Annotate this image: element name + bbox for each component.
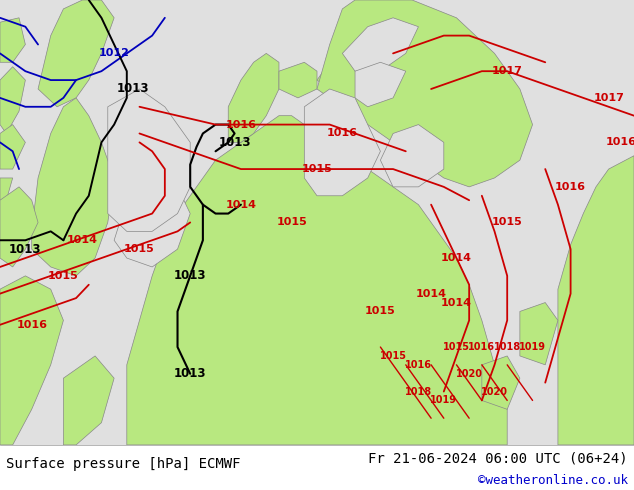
Text: 1014: 1014 [226,199,256,210]
Polygon shape [304,89,380,196]
Text: 1015: 1015 [276,218,307,227]
Text: 1016: 1016 [16,320,47,330]
Text: 1015: 1015 [443,342,470,352]
Polygon shape [317,0,533,187]
Text: 1016: 1016 [469,342,495,352]
Polygon shape [558,156,634,445]
Text: 1013: 1013 [218,136,251,149]
Polygon shape [32,98,114,276]
Text: 1013: 1013 [174,367,207,380]
Text: 1017: 1017 [492,66,522,76]
Polygon shape [0,178,13,200]
Text: 1015: 1015 [492,218,522,227]
Text: Fr 21-06-2024 06:00 UTC (06+24): Fr 21-06-2024 06:00 UTC (06+24) [368,451,628,466]
Text: 1016: 1016 [606,137,634,147]
Text: 1016: 1016 [405,360,432,370]
Text: 1015: 1015 [365,306,396,317]
Polygon shape [0,124,25,169]
Polygon shape [0,187,38,267]
Text: 1020: 1020 [456,369,482,379]
Polygon shape [0,276,63,445]
Polygon shape [342,18,418,71]
Text: 1014: 1014 [441,253,472,263]
Polygon shape [279,62,317,98]
Polygon shape [482,356,520,409]
Polygon shape [520,302,558,365]
Text: 1019: 1019 [519,342,546,352]
Polygon shape [228,53,279,143]
Text: 1017: 1017 [593,93,624,103]
Text: 1016: 1016 [226,120,256,129]
Text: 1014: 1014 [67,235,98,245]
Text: 1013: 1013 [117,82,150,96]
Polygon shape [0,67,25,133]
Polygon shape [355,62,406,107]
Polygon shape [38,0,114,107]
Text: 1015: 1015 [48,271,79,281]
Text: Surface pressure [hPa] ECMWF: Surface pressure [hPa] ECMWF [6,457,241,471]
Text: 1015: 1015 [124,244,155,254]
Text: 1019: 1019 [430,395,457,405]
Polygon shape [114,178,190,267]
Text: 1013: 1013 [9,243,42,256]
Text: 1015: 1015 [380,351,406,361]
Text: 1016: 1016 [327,128,358,139]
Text: 1015: 1015 [302,164,332,174]
Text: 1014: 1014 [441,297,472,308]
Text: 1012: 1012 [99,49,129,58]
Polygon shape [380,124,444,187]
Text: 1018: 1018 [494,342,521,352]
Polygon shape [0,18,25,62]
Text: 1014: 1014 [416,289,446,298]
Polygon shape [127,116,507,445]
Text: 1020: 1020 [481,387,508,396]
Text: 1018: 1018 [405,387,432,396]
Text: 1016: 1016 [555,182,586,192]
Polygon shape [63,356,114,445]
Polygon shape [317,62,349,89]
Text: ©weatheronline.co.uk: ©weatheronline.co.uk [477,473,628,487]
Text: 1013: 1013 [174,270,207,282]
Polygon shape [108,89,190,231]
